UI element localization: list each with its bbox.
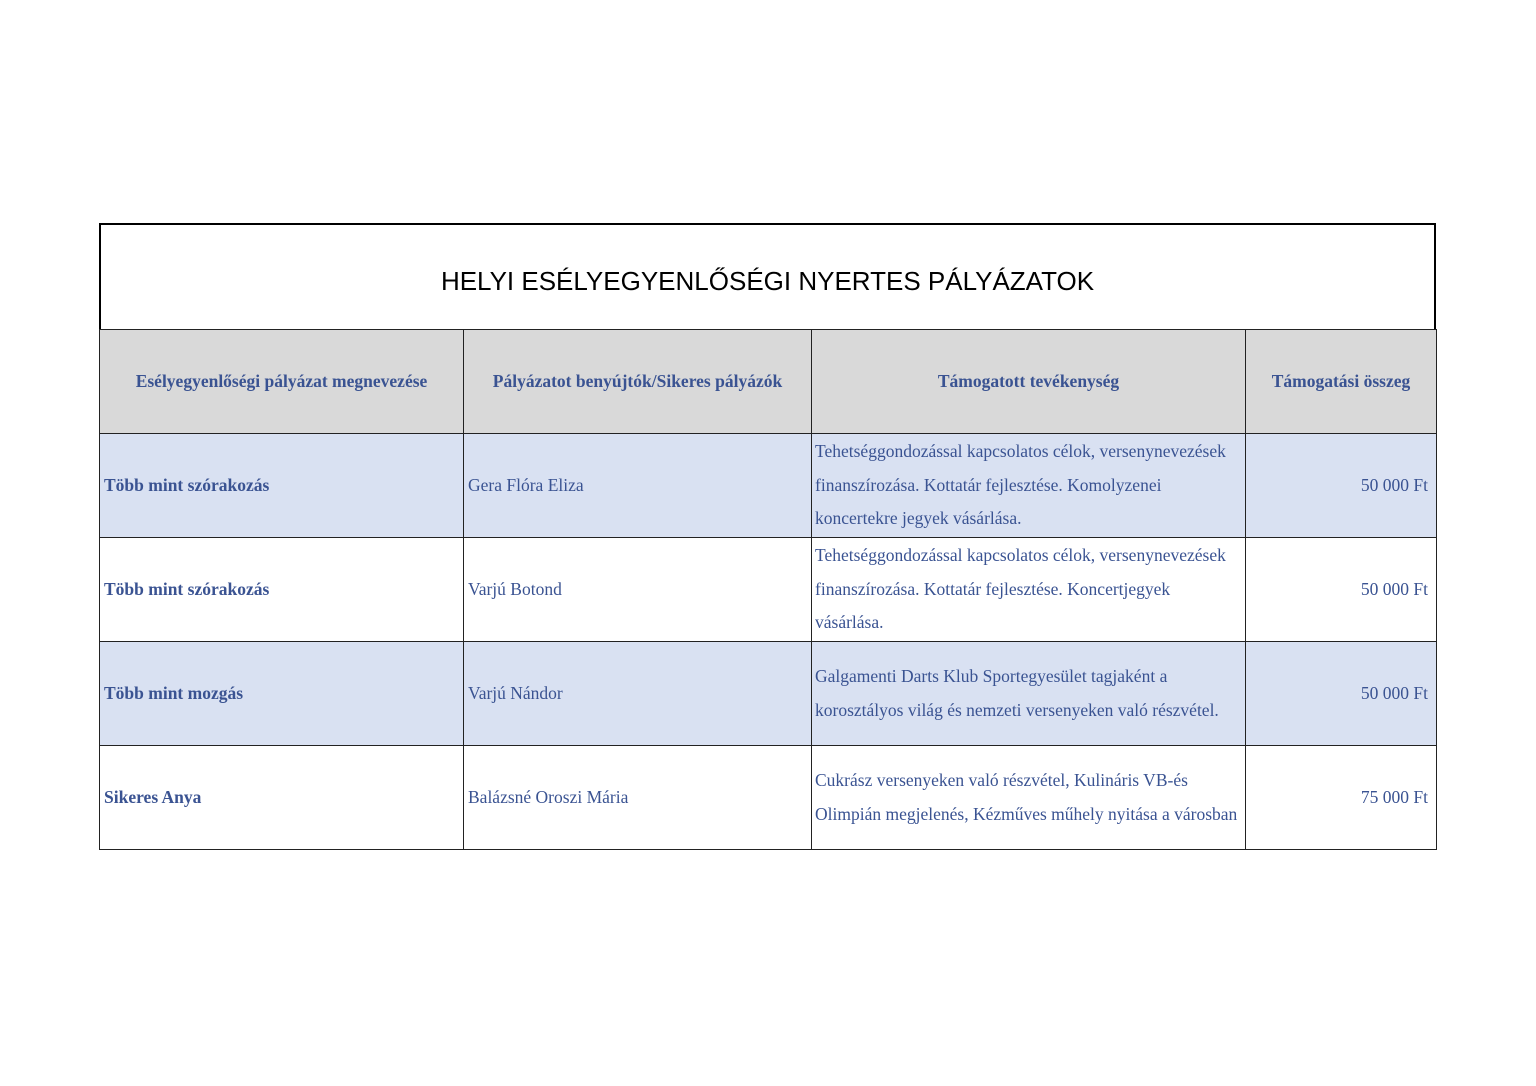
applicant: Varjú Botond [463, 537, 812, 642]
header-row: Esélyegyenlőségi pályázat megnevezése Pá… [99, 329, 1437, 434]
header-activity: Támogatott tevékenység [811, 329, 1246, 434]
document-title: HELYI ESÉLYEGYENLŐSÉGI NYERTES PÁLYÁZATO… [440, 266, 1095, 296]
table-row: Több mint szórakozás Varjú Botond Tehets… [99, 537, 1437, 642]
amount: 75 000 Ft [1245, 745, 1437, 850]
header-amount: Támogatási összeg [1245, 329, 1437, 434]
applicant: Gera Flóra Eliza [463, 433, 812, 538]
activity: Cukrász versenyeken való részvétel, Kuli… [811, 745, 1246, 850]
title-box: HELYI ESÉLYEGYENLŐSÉGI NYERTES PÁLYÁZATO… [99, 223, 1436, 330]
table-row: Több mint szórakozás Gera Flóra Eliza Te… [99, 433, 1437, 538]
activity: Tehetséggondozással kapcsolatos célok, v… [811, 433, 1246, 538]
amount: 50 000 Ft [1245, 537, 1437, 642]
activity: Tehetséggondozással kapcsolatos célok, v… [811, 537, 1246, 642]
header-name: Esélyegyenlőségi pályázat megnevezése [99, 329, 464, 434]
grant-name: Több mint mozgás [99, 641, 464, 746]
activity: Galgamenti Darts Klub Sportegyesület tag… [811, 641, 1246, 746]
table-row: Több mint mozgás Varjú Nándor Galgamenti… [99, 641, 1437, 746]
table-row: Sikeres Anya Balázsné Oroszi Mária Cukrá… [99, 745, 1437, 850]
grant-name: Több mint szórakozás [99, 433, 464, 538]
amount: 50 000 Ft [1245, 641, 1437, 746]
header-applicant: Pályázatot benyújtók/Sikeres pályázók [463, 329, 812, 434]
grants-table: Esélyegyenlőségi pályázat megnevezése Pá… [99, 329, 1437, 850]
applicant: Balázsné Oroszi Mária [463, 745, 812, 850]
amount: 50 000 Ft [1245, 433, 1437, 538]
applicant: Varjú Nándor [463, 641, 812, 746]
grant-name: Sikeres Anya [99, 745, 464, 850]
grant-name: Több mint szórakozás [99, 537, 464, 642]
